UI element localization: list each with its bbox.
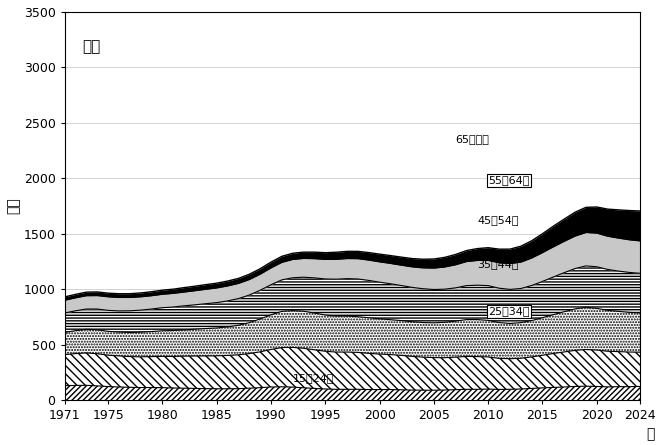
Y-axis label: 万人: 万人 — [7, 198, 21, 214]
Text: 25～34歳: 25～34歳 — [488, 306, 530, 316]
Text: 年: 年 — [646, 427, 654, 441]
Text: 女性: 女性 — [82, 39, 100, 54]
Text: 45～54歳: 45～54歳 — [477, 215, 519, 226]
Text: 15～24歳: 15～24歳 — [292, 373, 334, 384]
Text: 35～44歳: 35～44歳 — [477, 259, 519, 269]
Text: 55～64歳: 55～64歳 — [488, 175, 530, 186]
Text: 65歳以上: 65歳以上 — [455, 134, 489, 145]
